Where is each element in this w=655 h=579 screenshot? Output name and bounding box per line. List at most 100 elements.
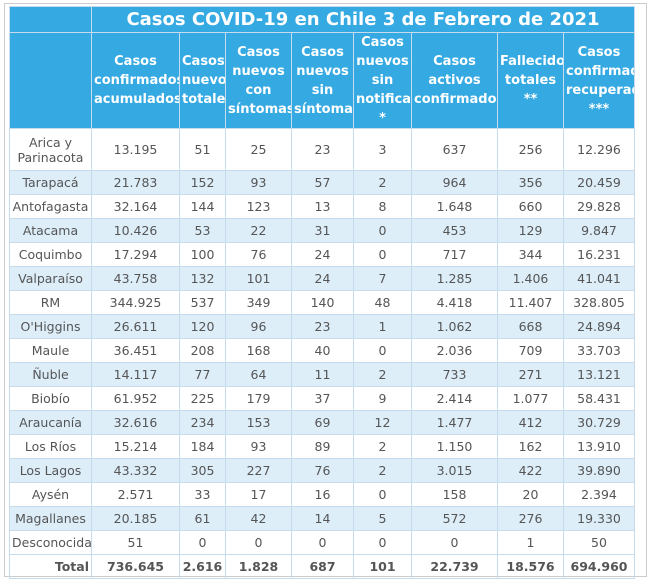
value-cell: 19.330 <box>563 506 635 531</box>
covid-table: Casos COVID-19 en Chile 3 de Febrero de … <box>9 6 635 579</box>
value-cell: 20 <box>497 482 564 507</box>
value-cell: 668 <box>497 314 564 339</box>
region-cell: Magallanes <box>9 506 92 531</box>
value-cell: 132 <box>179 266 226 291</box>
value-cell: 16 <box>291 482 354 507</box>
region-cell: Arica y Parinacota <box>9 128 92 171</box>
value-cell: 234 <box>179 410 226 435</box>
total-cell: 2.616 <box>179 554 226 579</box>
column-header: Casos activos confirmados <box>411 32 498 129</box>
region-cell: O'Higgins <box>9 314 92 339</box>
value-cell: 344.925 <box>91 290 180 315</box>
value-cell: 12.296 <box>563 128 635 171</box>
value-cell: 24.894 <box>563 314 635 339</box>
total-cell: 101 <box>353 554 412 579</box>
table-row: Maule 36.451 208 168 40 0 2.036 709 33.703 <box>9 338 635 363</box>
value-cell: 1 <box>497 530 564 555</box>
value-cell: 349 <box>225 290 292 315</box>
value-cell: 21.783 <box>91 170 180 195</box>
value-cell: 61 <box>179 506 226 531</box>
value-cell: 89 <box>291 434 354 459</box>
value-cell: 101 <box>225 266 292 291</box>
value-cell: 9.847 <box>563 218 635 243</box>
value-cell: 22 <box>225 218 292 243</box>
value-cell: 153 <box>225 410 292 435</box>
value-cell: 58.431 <box>563 386 635 411</box>
value-cell: 9 <box>353 386 412 411</box>
total-label: Total <box>9 554 92 579</box>
value-cell: 964 <box>411 170 498 195</box>
value-cell: 0 <box>353 482 412 507</box>
value-cell: 43.332 <box>91 458 180 483</box>
value-cell: 129 <box>497 218 564 243</box>
value-cell: 93 <box>225 434 292 459</box>
value-cell: 24 <box>291 242 354 267</box>
value-cell: 24 <box>291 266 354 291</box>
value-cell: 0 <box>353 530 412 555</box>
value-cell: 31 <box>291 218 354 243</box>
value-cell: 733 <box>411 362 498 387</box>
region-cell: Coquimbo <box>9 242 92 267</box>
value-cell: 13.195 <box>91 128 180 171</box>
table-row: RM 344.925 537 349 140 48 4.418 11.407 328.805 <box>9 290 635 315</box>
value-cell: 43.758 <box>91 266 180 291</box>
value-cell: 48 <box>353 290 412 315</box>
table-row: Los Lagos 43.332 305 227 76 2 3.015 422 39.890 <box>9 458 635 483</box>
region-cell: Maule <box>9 338 92 363</box>
value-cell: 53 <box>179 218 226 243</box>
value-cell: 0 <box>225 530 292 555</box>
value-cell: 660 <box>497 194 564 219</box>
value-cell: 30.729 <box>563 410 635 435</box>
total-cell: 694.960 <box>563 554 635 579</box>
value-cell: 356 <box>497 170 564 195</box>
column-header: Casos nuevos sin síntomas <box>291 32 354 129</box>
value-cell: 13.121 <box>563 362 635 387</box>
table-row: Antofagasta 32.164 144 123 13 8 1.648 660 29.828 <box>9 194 635 219</box>
value-cell: 15.214 <box>91 434 180 459</box>
total-cell: 736.645 <box>91 554 180 579</box>
value-cell: 7 <box>353 266 412 291</box>
value-cell: 225 <box>179 386 226 411</box>
value-cell: 11 <box>291 362 354 387</box>
value-cell: 76 <box>225 242 292 267</box>
frame: Casos COVID-19 en Chile 3 de Febrero de … <box>4 3 647 579</box>
value-cell: 2.036 <box>411 338 498 363</box>
value-cell: 1 <box>353 314 412 339</box>
region-cell: Antofagasta <box>9 194 92 219</box>
column-header: Casos confirmados acumulados <box>91 32 180 129</box>
column-header: Casos nuevos con síntomas <box>225 32 292 129</box>
value-cell: 2.394 <box>563 482 635 507</box>
value-cell: 17.294 <box>91 242 180 267</box>
table-row: Tarapacá 21.783 152 93 57 2 964 356 20.459 <box>9 170 635 195</box>
region-cell: Tarapacá <box>9 170 92 195</box>
value-cell: 61.952 <box>91 386 180 411</box>
value-cell: 20.459 <box>563 170 635 195</box>
region-cell: Los Ríos <box>9 434 92 459</box>
value-cell: 344 <box>497 242 564 267</box>
value-cell: 140 <box>291 290 354 315</box>
value-cell: 20.185 <box>91 506 180 531</box>
value-cell: 2 <box>353 434 412 459</box>
region-cell: Valparaíso <box>9 266 92 291</box>
value-cell: 50 <box>563 530 635 555</box>
value-cell: 76 <box>291 458 354 483</box>
region-cell: RM <box>9 290 92 315</box>
value-cell: 39.890 <box>563 458 635 483</box>
table-row: Coquimbo 17.294 100 76 24 0 717 344 16.231 <box>9 242 635 267</box>
value-cell: 0 <box>353 242 412 267</box>
value-cell: 3.015 <box>411 458 498 483</box>
value-cell: 1.406 <box>497 266 564 291</box>
value-cell: 0 <box>179 530 226 555</box>
table-row: Aysén 2.571 33 17 16 0 158 20 2.394 <box>9 482 635 507</box>
value-cell: 0 <box>353 338 412 363</box>
value-cell: 57 <box>291 170 354 195</box>
value-cell: 0 <box>411 530 498 555</box>
value-cell: 144 <box>179 194 226 219</box>
value-cell: 51 <box>91 530 180 555</box>
value-cell: 13.910 <box>563 434 635 459</box>
value-cell: 271 <box>497 362 564 387</box>
value-cell: 32.616 <box>91 410 180 435</box>
value-cell: 1.648 <box>411 194 498 219</box>
value-cell: 0 <box>353 218 412 243</box>
region-cell: Desconocida <box>9 530 92 555</box>
